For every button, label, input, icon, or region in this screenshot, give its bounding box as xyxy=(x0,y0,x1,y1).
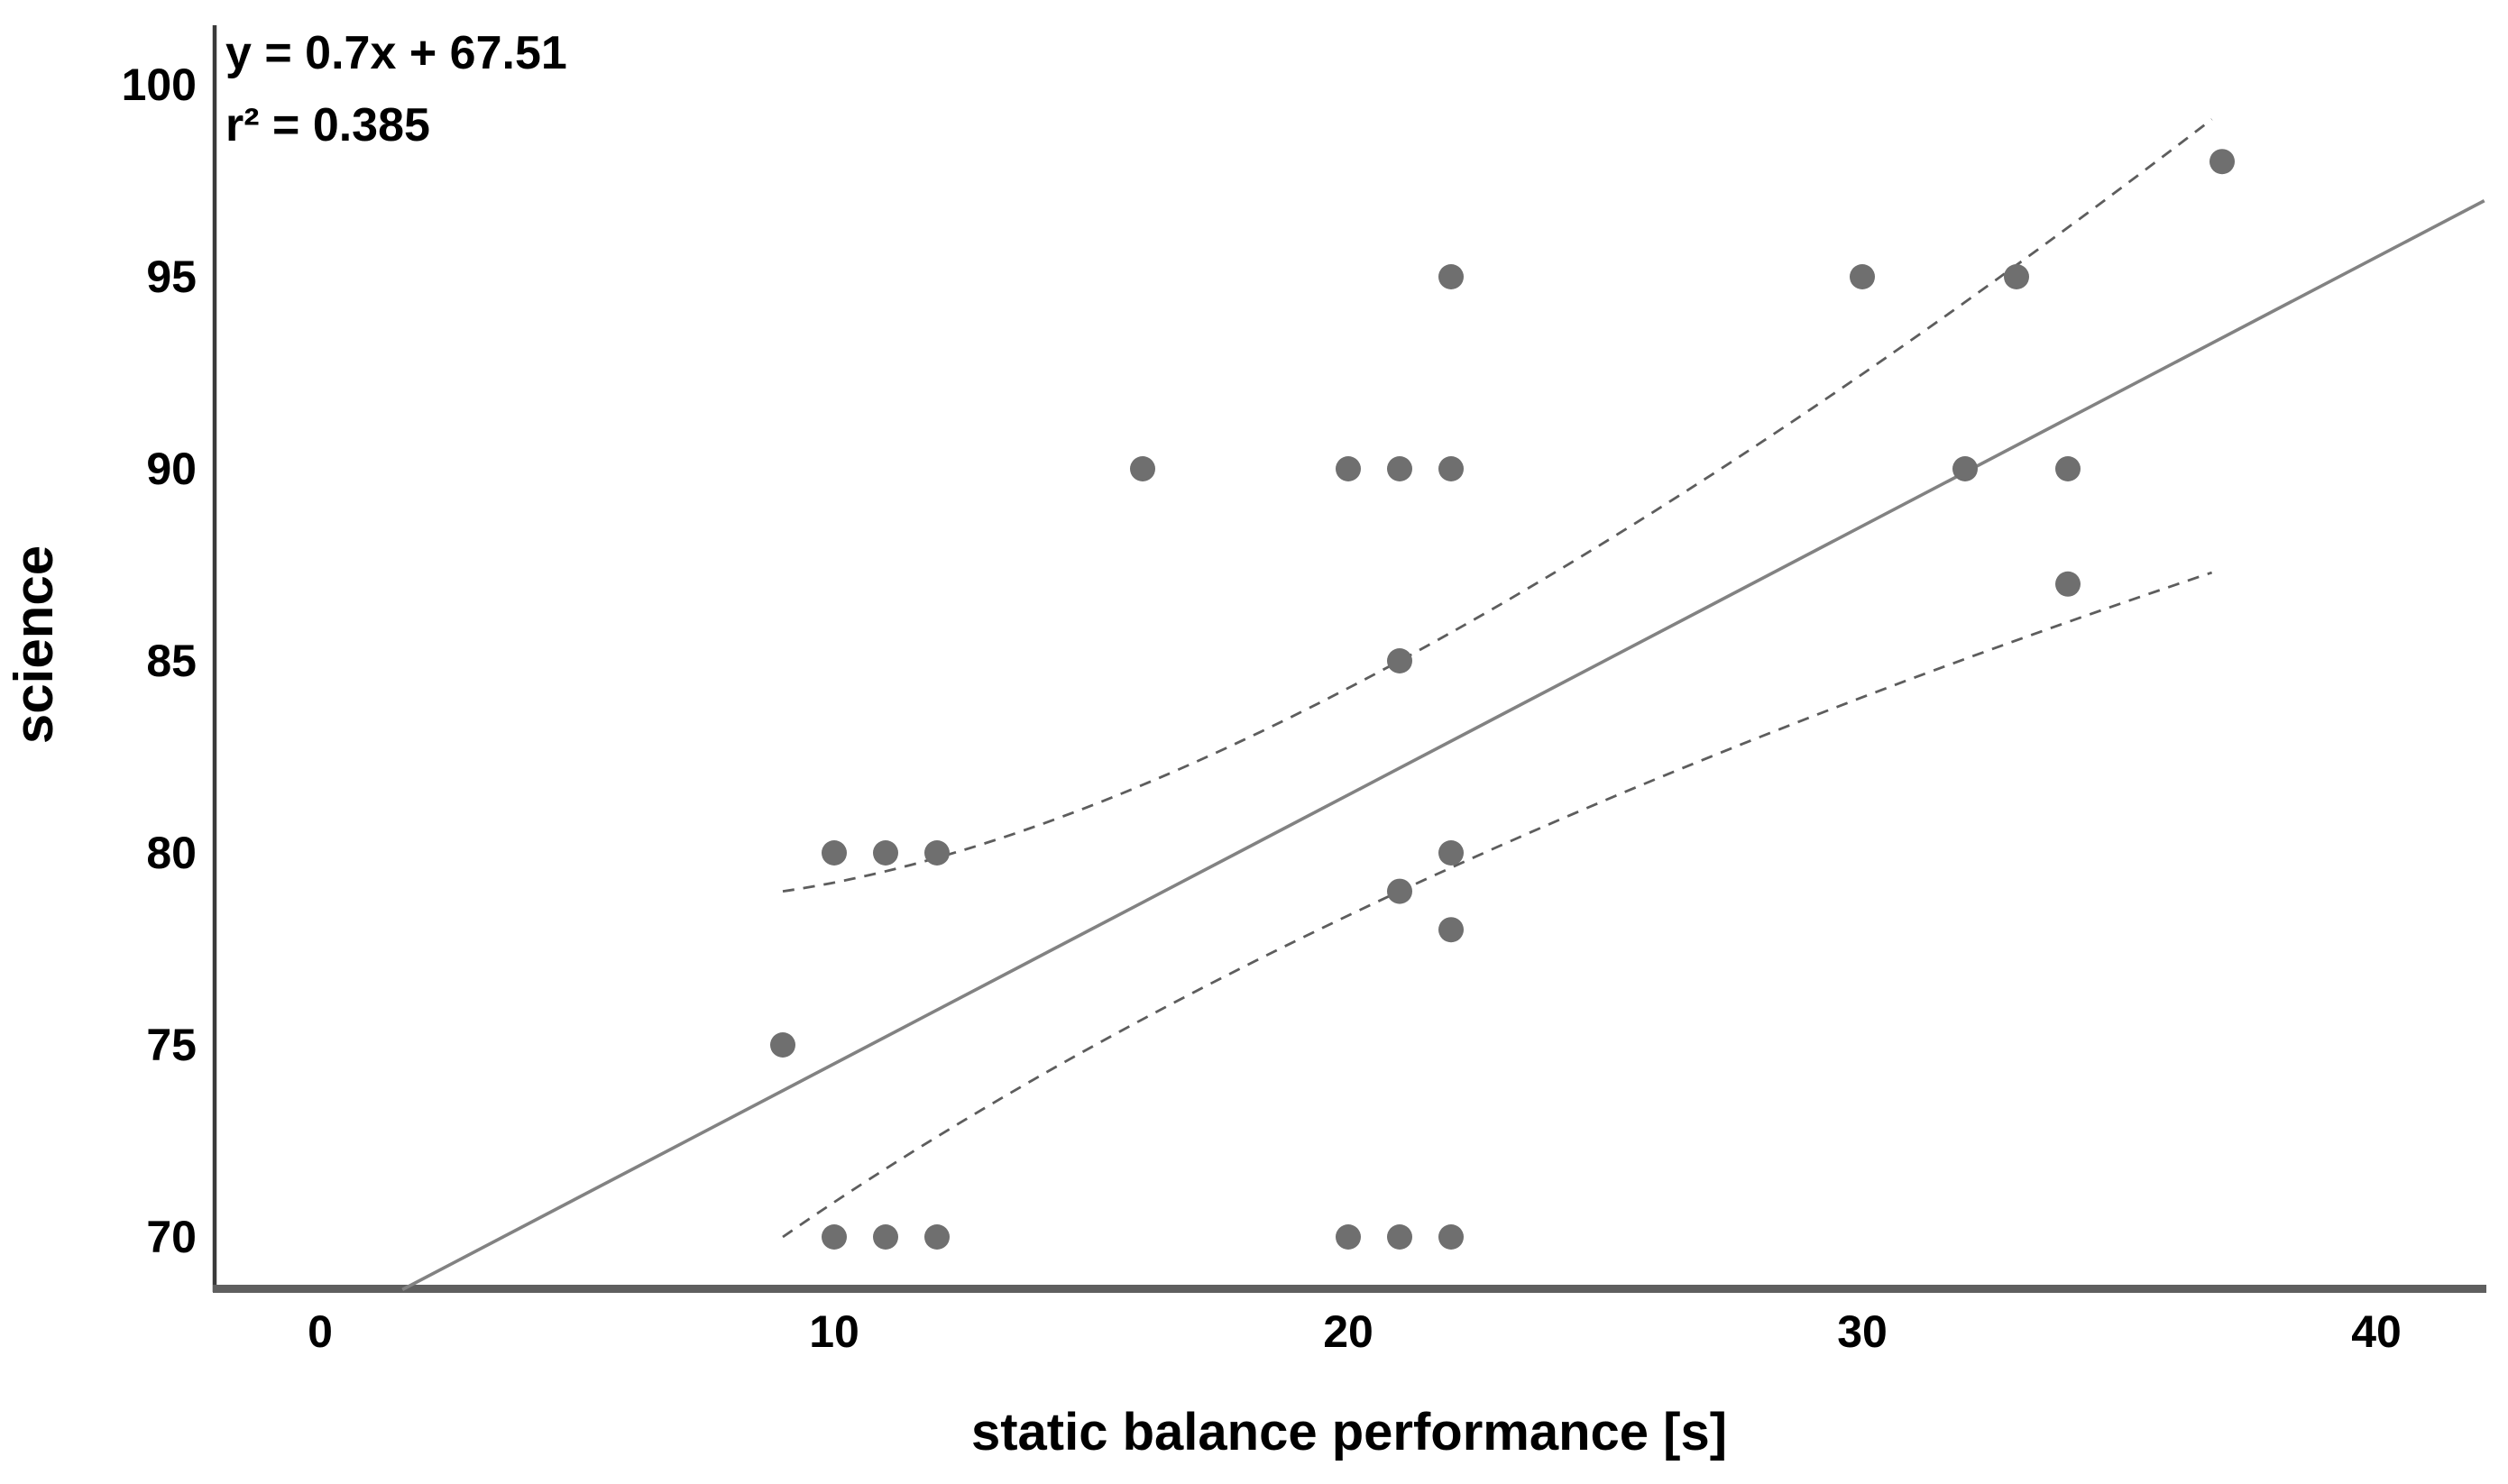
y-tick-label: 95 xyxy=(146,252,197,302)
confidence-band-lower xyxy=(782,571,2213,1239)
y-tick-label: 100 xyxy=(122,60,197,110)
data-point xyxy=(1387,648,1412,673)
data-point xyxy=(2209,149,2235,175)
x-tick-label: 0 xyxy=(308,1306,333,1357)
data-point xyxy=(822,840,847,866)
data-point xyxy=(1387,456,1412,481)
data-point xyxy=(1850,264,1875,289)
y-tick-label: 85 xyxy=(146,636,197,686)
y-tick-label: 80 xyxy=(146,828,197,878)
y-tick-label: 75 xyxy=(146,1020,197,1070)
y-axis-title: science xyxy=(4,545,64,744)
data-point xyxy=(2055,571,2081,597)
data-point xyxy=(770,1032,795,1058)
data-point xyxy=(1387,1224,1412,1250)
regression-equation-label: y = 0.7x + 67.51 xyxy=(225,27,567,79)
x-axis-title: static balance performance [s] xyxy=(971,1403,1727,1461)
x-tick-label: 20 xyxy=(1323,1306,1373,1357)
data-point xyxy=(924,840,950,866)
data-point xyxy=(822,1224,847,1250)
data-point xyxy=(1438,917,1464,943)
data-point xyxy=(1438,264,1464,289)
data-point xyxy=(924,1224,950,1250)
data-point xyxy=(2004,264,2029,289)
data-point xyxy=(1336,1224,1361,1250)
data-points xyxy=(770,149,2235,1250)
data-point xyxy=(1130,456,1155,481)
x-tick-label: 30 xyxy=(1837,1306,1888,1357)
regression-line xyxy=(401,199,2485,1291)
data-point xyxy=(1438,840,1464,866)
y-axis-tick-labels: 70 75 80 85 90 95 100 xyxy=(122,60,197,1262)
y-tick-label: 90 xyxy=(146,444,197,494)
data-point xyxy=(873,840,898,866)
data-point xyxy=(1438,1224,1464,1250)
regression-fit-line xyxy=(401,199,2485,1291)
y-tick-label: 70 xyxy=(146,1212,197,1262)
x-tick-label: 40 xyxy=(2351,1306,2402,1357)
confidence-bands xyxy=(782,118,2213,1239)
confidence-band-upper xyxy=(782,118,2213,893)
x-axis-tick-labels: 0 10 20 30 40 xyxy=(308,1306,2402,1357)
data-point xyxy=(1387,878,1412,904)
data-point xyxy=(873,1224,898,1250)
data-point xyxy=(1438,456,1464,481)
x-tick-label: 10 xyxy=(809,1306,859,1357)
data-point xyxy=(1336,456,1361,481)
data-point xyxy=(2055,456,2081,481)
data-point xyxy=(1952,456,1978,481)
r-squared-label: r² = 0.385 xyxy=(225,99,430,151)
